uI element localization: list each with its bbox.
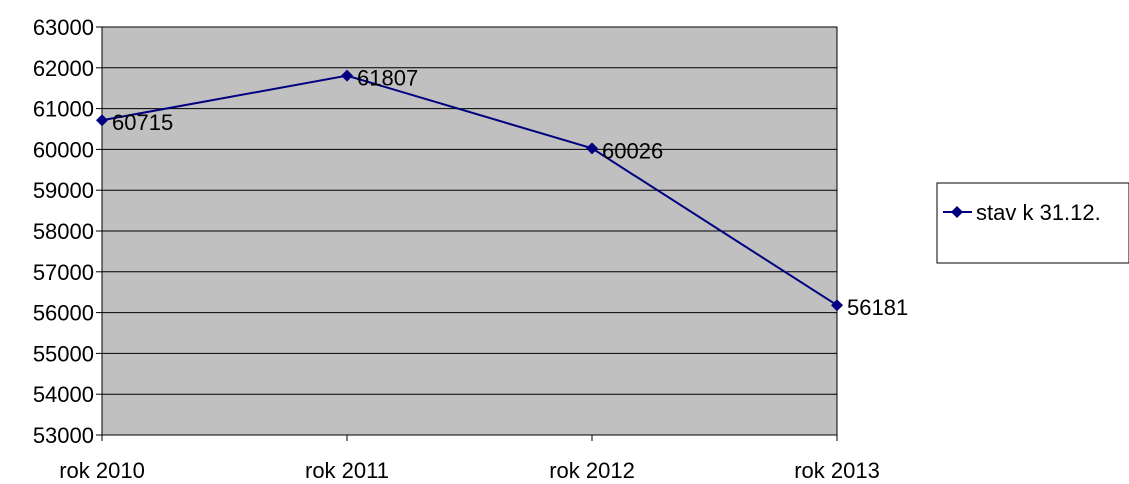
x-tick-label: rok 2012 xyxy=(549,458,635,483)
y-tick-label: 59000 xyxy=(33,178,94,203)
y-tick-label: 58000 xyxy=(33,219,94,244)
x-tick-label: rok 2011 xyxy=(305,458,389,483)
x-tick-label: rok 2010 xyxy=(59,458,145,483)
data-point-marker xyxy=(341,69,353,82)
y-tick-label: 55000 xyxy=(33,341,94,366)
legend-diamond-marker xyxy=(951,206,963,218)
gridlines xyxy=(102,67,837,395)
x-tick-label: rok 2013 xyxy=(794,458,880,483)
y-tick-label: 63000 xyxy=(33,15,94,40)
data-point-marker xyxy=(831,299,843,312)
data-point-marker xyxy=(586,142,598,155)
y-axis: 53000 54000 55000 56000 57000 58000 59000 60000… xyxy=(33,15,103,448)
data-labels: 60715 61807 60026 56181 xyxy=(112,66,908,321)
series-line xyxy=(101,74,838,307)
y-tick-label: 56000 xyxy=(33,301,94,326)
y-tick-label: 61000 xyxy=(33,97,94,122)
y-tick-label: 57000 xyxy=(33,260,94,285)
legend-box xyxy=(936,182,1129,264)
legend-label: stav k 31.12. xyxy=(976,200,1101,225)
data-label: 60026 xyxy=(602,138,663,163)
data-label: 60715 xyxy=(112,110,173,135)
y-tick-label: 62000 xyxy=(33,56,94,81)
x-axis: rok 2010 rok 2011 rok 2012 rok 2013 xyxy=(59,434,880,483)
data-point-marker xyxy=(96,114,108,127)
y-tick-label: 53000 xyxy=(33,423,94,448)
series-stav-k-31-12 xyxy=(96,69,843,312)
legend: stav k 31.12. xyxy=(936,182,1129,264)
y-tick-label: 60000 xyxy=(33,137,94,162)
y-tick-label: 54000 xyxy=(33,382,94,407)
data-label: 56181 xyxy=(847,295,908,320)
data-label: 61807 xyxy=(357,66,418,91)
